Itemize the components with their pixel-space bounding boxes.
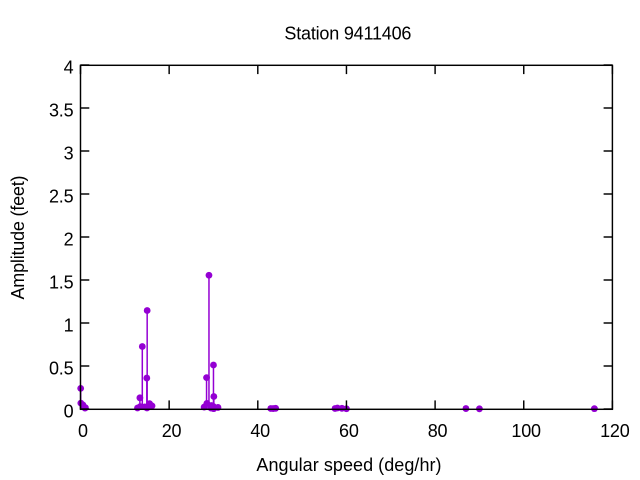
svg-text:4: 4: [64, 57, 74, 77]
svg-text:3.5: 3.5: [49, 100, 74, 120]
svg-text:2: 2: [64, 229, 74, 249]
svg-text:0: 0: [78, 421, 88, 441]
svg-text:2.5: 2.5: [49, 186, 74, 206]
svg-text:60: 60: [339, 421, 359, 441]
svg-text:Station 9411406: Station 9411406: [284, 24, 411, 44]
svg-text:120: 120: [600, 421, 630, 441]
svg-text:40: 40: [250, 421, 270, 441]
svg-text:3: 3: [64, 143, 74, 163]
svg-text:Angular speed (deg/hr): Angular speed (deg/hr): [256, 455, 441, 475]
svg-text:80: 80: [428, 421, 448, 441]
svg-text:Amplitude (feet): Amplitude (feet): [8, 176, 28, 300]
svg-text:20: 20: [162, 421, 182, 441]
svg-text:1.5: 1.5: [49, 272, 74, 292]
svg-text:100: 100: [511, 421, 541, 441]
svg-text:0.5: 0.5: [49, 358, 74, 378]
svg-text:1: 1: [64, 315, 74, 335]
svg-text:0: 0: [64, 401, 74, 421]
